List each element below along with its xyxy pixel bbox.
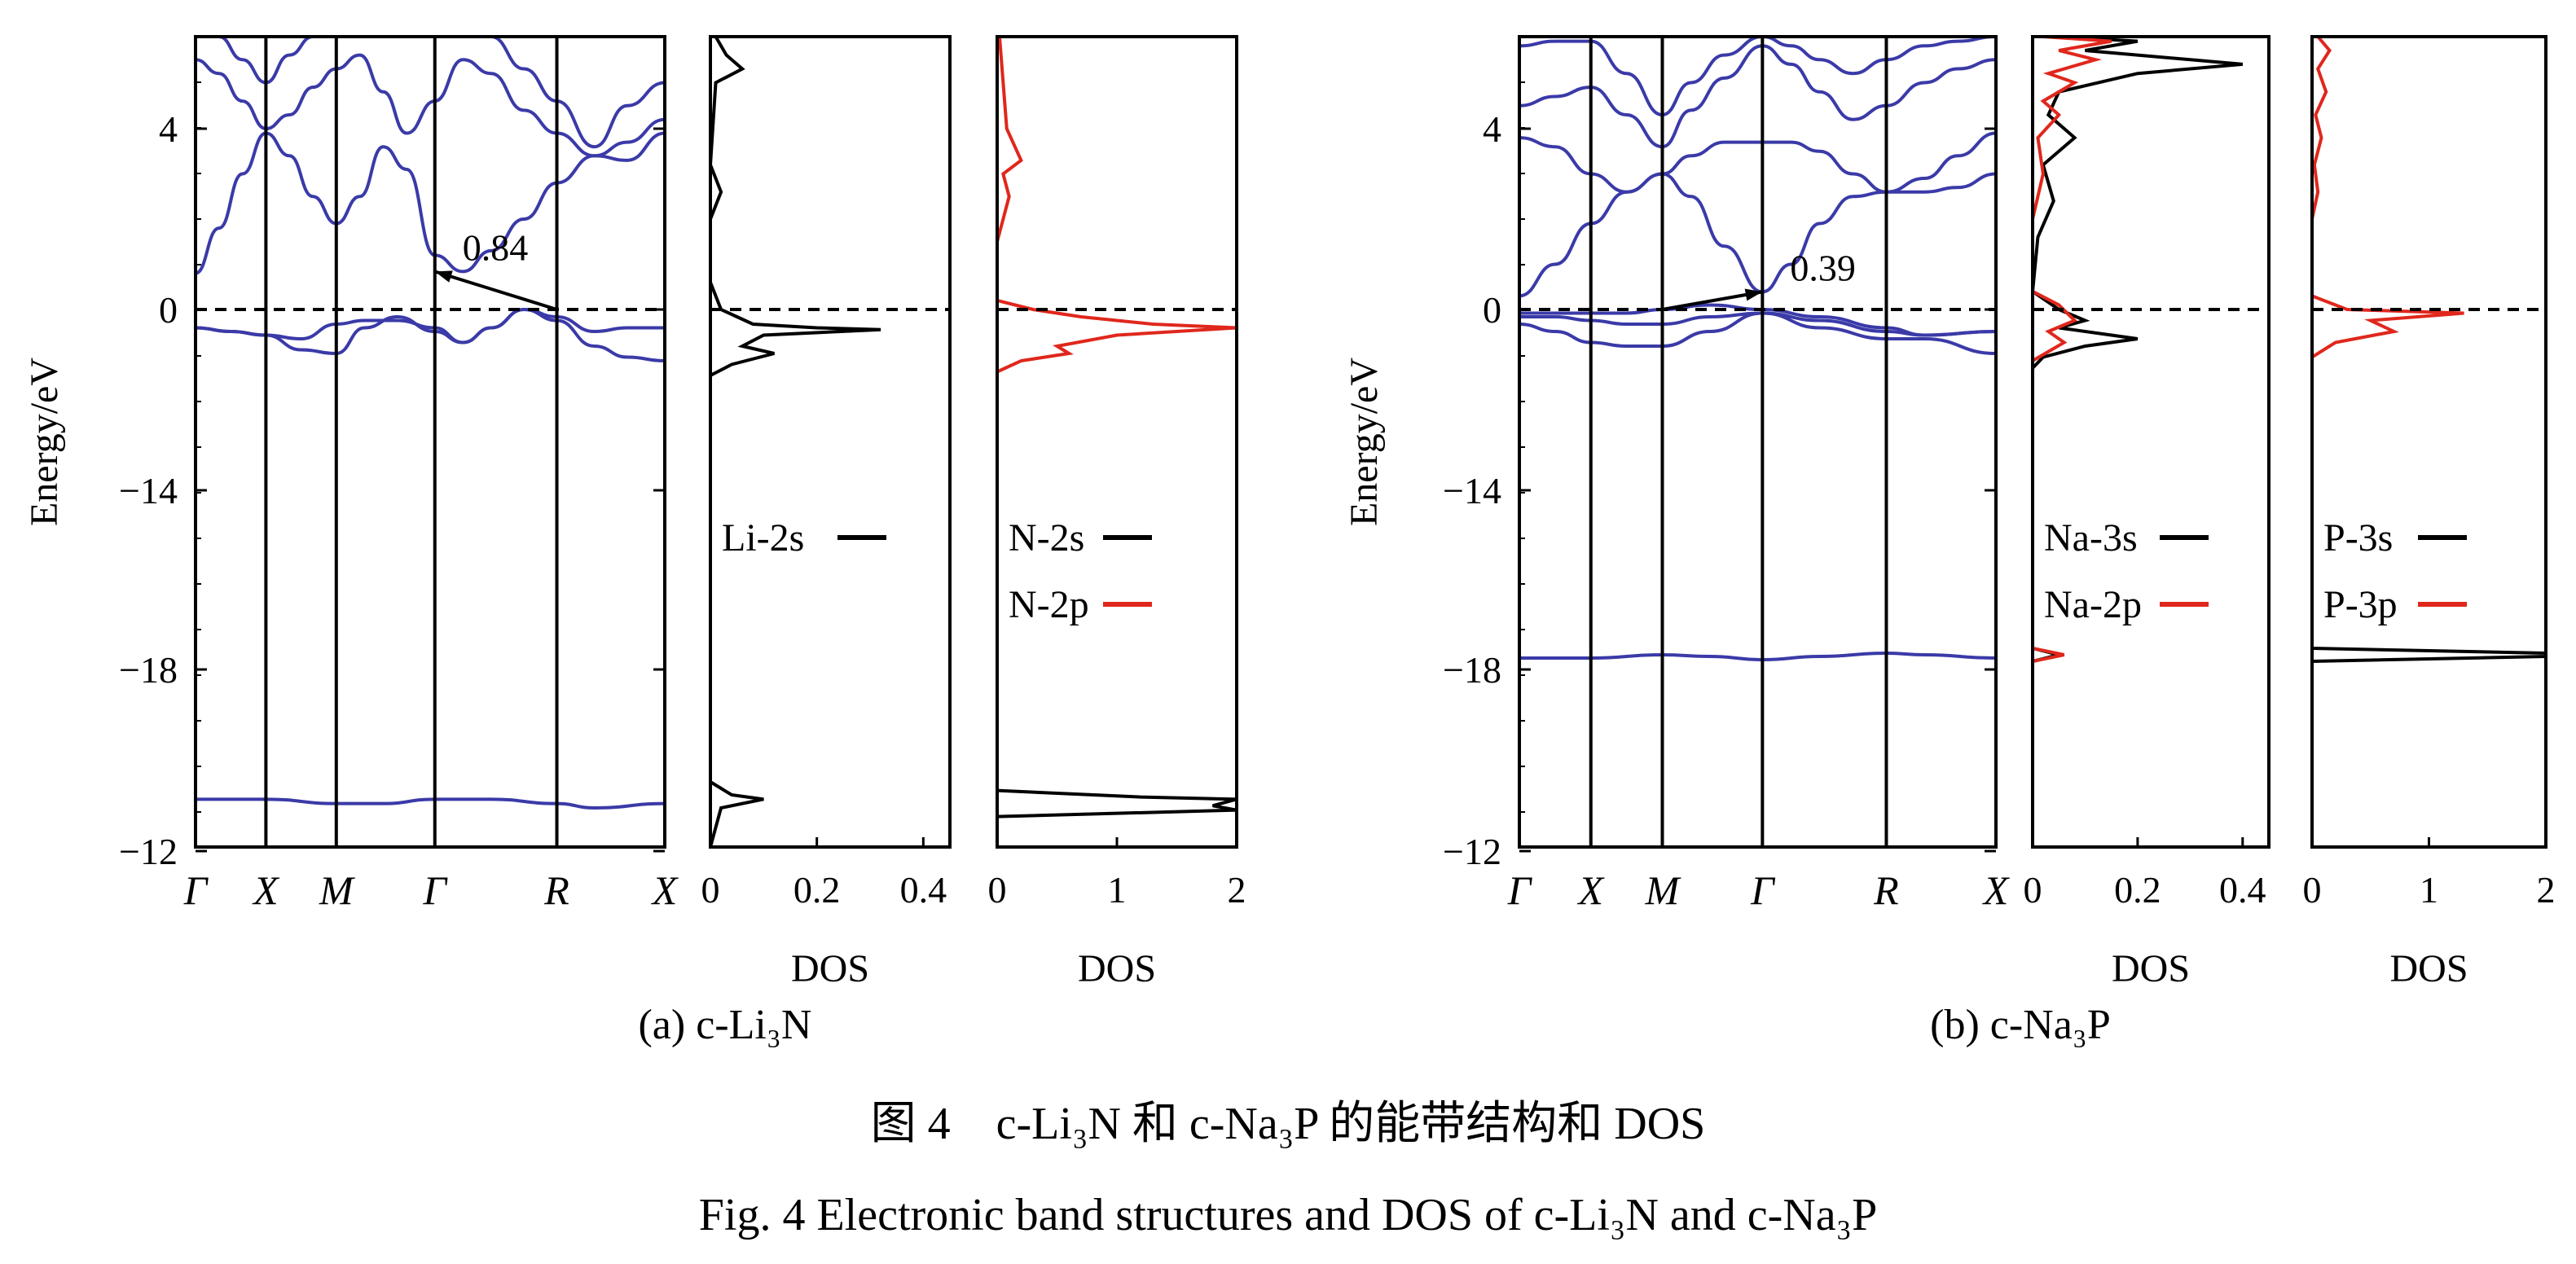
band-line-6	[1519, 44, 1996, 149]
x-tick-label: 0.2	[2114, 869, 2161, 911]
k-point-label: Γ	[183, 867, 209, 913]
x-axis-title: DOS	[791, 947, 869, 990]
k-point-label: M	[1645, 867, 1681, 913]
y-tick-label: 4	[1483, 108, 1501, 150]
x-tick-label: 0	[2024, 869, 2042, 911]
k-point-label: X	[1982, 867, 2011, 913]
dos-curve-li-2s	[710, 37, 881, 847]
gap-value-label: 0.84	[463, 226, 529, 268]
dos-panel-1: 0 0.2 0.4 DOS Li-2s	[701, 35, 952, 990]
y-axis-title: Energy/eV	[23, 358, 66, 526]
k-point-label: X	[252, 867, 280, 913]
gap-arrow	[1662, 290, 1763, 311]
k-point-label: R	[543, 867, 569, 913]
band-frame	[194, 35, 666, 849]
gap-value-label: 0.39	[1790, 247, 1856, 288]
x-tick-label: 1	[1108, 869, 1127, 911]
gap-arrowhead	[434, 270, 453, 283]
x-tick-label: 2	[1228, 869, 1246, 911]
legend-label: Na-3s	[2044, 516, 2138, 560]
legend-label: Li-2s	[722, 516, 804, 560]
k-point-label: R	[1873, 867, 1899, 913]
subtitle-b: (b) c-Na₃P	[1930, 1002, 2111, 1048]
y-axis-title: Energy/eV	[1343, 358, 1386, 526]
dos-frame	[2310, 35, 2547, 849]
x-tick-label: 0	[988, 869, 1007, 911]
k-point-label: X	[1576, 867, 1605, 913]
dos-panel-1: 0 0.2 0.4 DOS Na-3s Na-2p	[2024, 35, 2270, 990]
dos-curve-na-2p	[2033, 37, 2112, 847]
x-tick-label: 1	[2420, 869, 2438, 911]
dos-frame	[996, 35, 1238, 849]
dos-panel-2: 0 1 2 DOS P-3s P-3p	[2303, 35, 2556, 990]
x-axis-title: DOS	[1078, 947, 1156, 990]
caption-cn: 图 4 c-Li₃N 和 c-Na₃P 的能带结构和 DOS	[871, 1099, 1706, 1149]
x-axis-title: DOS	[2112, 947, 2190, 990]
dos-curve-na-3s	[2033, 37, 2243, 847]
dos-curve-n-2p	[997, 37, 1237, 847]
k-point-label: M	[319, 867, 355, 913]
y-tick-label: 0	[1483, 289, 1501, 331]
k-point-label: Γ	[1507, 867, 1533, 913]
y-tick-label: −14	[119, 470, 178, 511]
y-tick-label: 4	[159, 108, 178, 150]
band-line-4	[1519, 172, 1996, 298]
dos-curves	[2312, 37, 2546, 847]
k-point-label: X	[651, 867, 679, 913]
y-tick-label: −12	[119, 831, 178, 872]
dos-curves	[997, 37, 1237, 847]
dos-panel-2: 0 1 2 DOS N-2s N-2p	[988, 35, 1246, 990]
band-line-3	[1519, 303, 1996, 337]
dos-frame	[709, 35, 952, 849]
y-tick-label: −18	[119, 649, 178, 691]
k-point-label: Γ	[423, 867, 449, 913]
legend-label: Na-2p	[2044, 583, 2142, 626]
x-axis-title: DOS	[2389, 947, 2468, 990]
dos-curve-n-2s	[997, 37, 1237, 847]
x-tick-label: 0	[701, 869, 720, 911]
k-point-label: Γ	[1750, 867, 1776, 913]
dos-frame	[2031, 35, 2270, 849]
legend-label: P-3p	[2323, 583, 2398, 626]
band-frame	[1518, 35, 1998, 849]
dos-curve-p-3s	[2312, 37, 2546, 847]
dos-curve-p-3p	[2312, 37, 2464, 847]
x-tick-label: 0	[2303, 869, 2322, 911]
gap-arrow	[434, 270, 558, 311]
x-tick-label: 0.4	[900, 869, 947, 911]
x-tick-label: 0.4	[2219, 869, 2266, 911]
x-tick-label: 0.2	[793, 869, 841, 911]
y-tick-label: 0	[159, 289, 178, 331]
y-tick-label: −18	[1443, 649, 1501, 691]
dos-curves	[2033, 37, 2243, 847]
band-line-2	[1519, 311, 1996, 337]
x-tick-label: 2	[2537, 869, 2556, 911]
caption-en: Fig. 4 Electronic band structures and DO…	[699, 1190, 1877, 1240]
y-tick-label: −12	[1443, 831, 1501, 872]
legend-label: N-2s	[1009, 516, 1084, 560]
band-lines	[1519, 37, 1996, 662]
band-line-5	[196, 37, 665, 149]
legend-label: N-2p	[1009, 583, 1089, 626]
subtitle-a: (a) c-Li₃N	[638, 1002, 811, 1048]
legend-label: P-3s	[2323, 516, 2393, 560]
band-line-1	[1519, 311, 1996, 355]
y-tick-label: −14	[1443, 470, 1501, 511]
band-line-7	[1519, 37, 1996, 117]
dos-curves	[710, 37, 881, 847]
gap-arrowhead	[1744, 288, 1763, 301]
